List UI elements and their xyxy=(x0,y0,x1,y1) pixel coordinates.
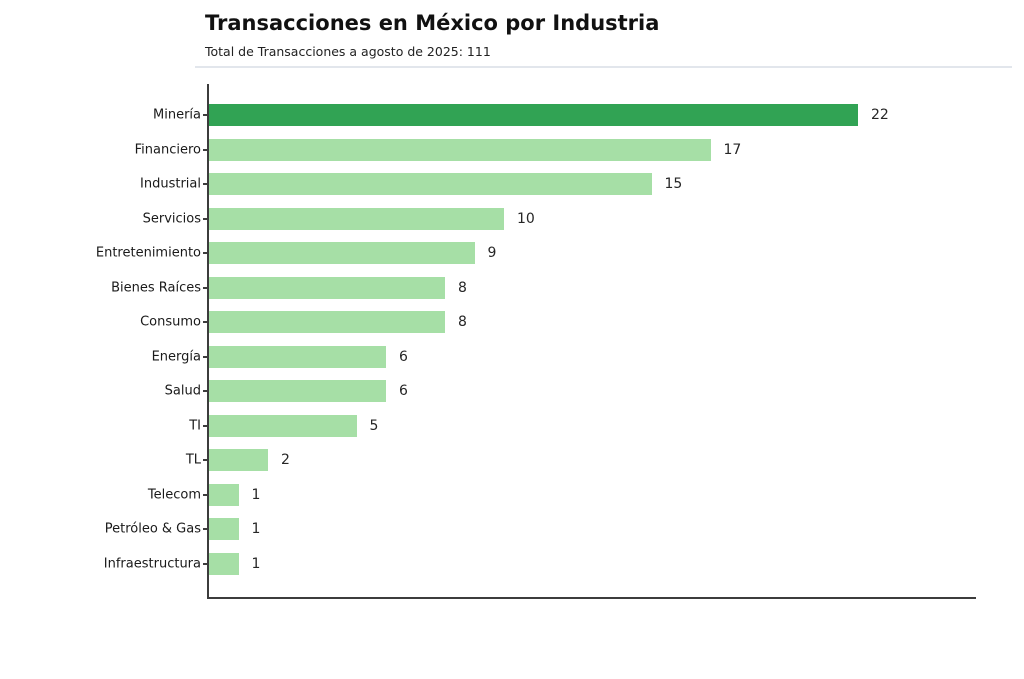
bar xyxy=(209,414,357,437)
value-label: 6 xyxy=(399,383,408,399)
category-label: Consumo xyxy=(140,314,201,330)
category-label: Industrial xyxy=(140,176,201,192)
category-label: Bienes Raíces xyxy=(111,280,201,295)
bar xyxy=(209,449,268,471)
category-label: Petróleo & Gas xyxy=(104,521,201,537)
category-label: Energía xyxy=(151,349,201,364)
y-axis-tick xyxy=(203,321,207,323)
bar xyxy=(209,518,239,540)
y-axis-tick xyxy=(203,562,207,565)
y-axis-tick xyxy=(203,252,207,254)
value-label: 8 xyxy=(458,314,467,330)
value-label: 22 xyxy=(871,107,889,123)
bar xyxy=(209,276,445,299)
y-axis-tick xyxy=(203,424,207,427)
y-axis-tick xyxy=(203,286,207,289)
y-axis-tick xyxy=(203,183,207,185)
category-label: Salud xyxy=(164,383,201,399)
bar xyxy=(209,311,445,333)
chart-subtitle: Total de Transacciones a agosto de 2025:… xyxy=(205,44,491,59)
y-axis-tick xyxy=(203,390,207,392)
value-label: 1 xyxy=(251,521,261,537)
value-label: 1 xyxy=(251,555,261,572)
bar xyxy=(209,345,386,368)
bar xyxy=(209,483,239,506)
y-axis-tick xyxy=(203,493,207,496)
category-label: TI xyxy=(189,418,201,433)
value-label: 6 xyxy=(399,348,408,365)
bar xyxy=(209,104,858,126)
value-label: 8 xyxy=(458,279,467,296)
bar xyxy=(209,138,711,161)
category-label: Financiero xyxy=(134,142,201,157)
value-label: 10 xyxy=(517,210,535,227)
y-axis-tick xyxy=(203,217,207,220)
value-label: 9 xyxy=(487,245,497,261)
value-label: 2 xyxy=(281,452,290,468)
header-separator xyxy=(195,66,1012,68)
value-label: 15 xyxy=(664,176,683,192)
bar xyxy=(209,552,239,575)
category-label: Telecom xyxy=(147,487,201,502)
chart-title: Transacciones en México por Industria xyxy=(205,11,660,35)
value-label: 1 xyxy=(251,486,261,503)
category-label: Entretenimiento xyxy=(95,245,201,261)
plot-area: Minería 22 Financiero 17 Industrial 15 Servici… xyxy=(96,84,976,599)
category-label: Minería xyxy=(153,107,201,123)
y-axis-tick xyxy=(203,528,207,530)
y-axis-tick xyxy=(203,114,207,116)
bar xyxy=(209,380,386,402)
category-label: Infraestructura xyxy=(103,556,201,571)
y-axis-tick xyxy=(203,355,207,358)
y-axis-tick xyxy=(203,148,207,151)
bar xyxy=(209,242,475,264)
value-label: 17 xyxy=(723,141,742,158)
bar xyxy=(209,173,652,195)
category-label: Servicios xyxy=(142,211,201,226)
category-label: TL xyxy=(185,452,201,468)
y-axis-tick xyxy=(203,459,207,461)
bar xyxy=(209,207,504,230)
value-label: 5 xyxy=(369,417,379,434)
